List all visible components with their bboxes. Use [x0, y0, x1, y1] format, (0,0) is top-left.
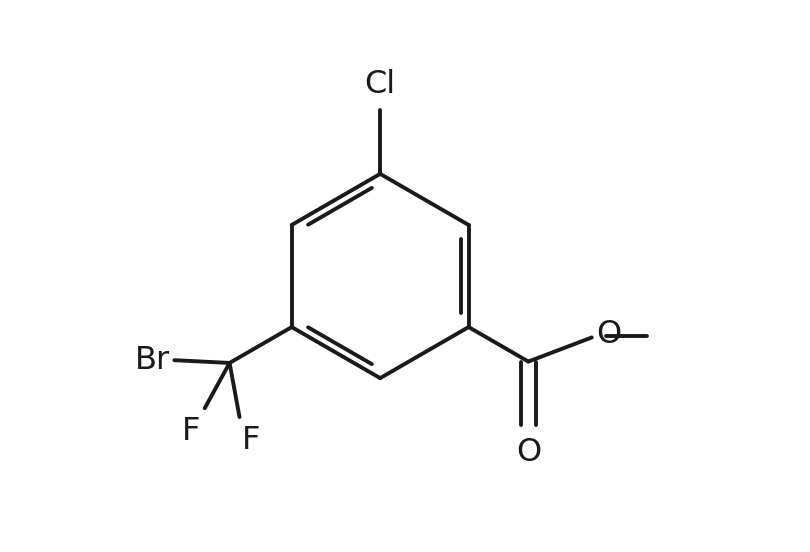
Text: O: O	[516, 437, 541, 468]
Text: F: F	[242, 425, 261, 457]
Text: Cl: Cl	[364, 70, 396, 100]
Text: O: O	[596, 319, 621, 350]
Text: Br: Br	[134, 344, 170, 376]
Text: F: F	[182, 416, 200, 448]
